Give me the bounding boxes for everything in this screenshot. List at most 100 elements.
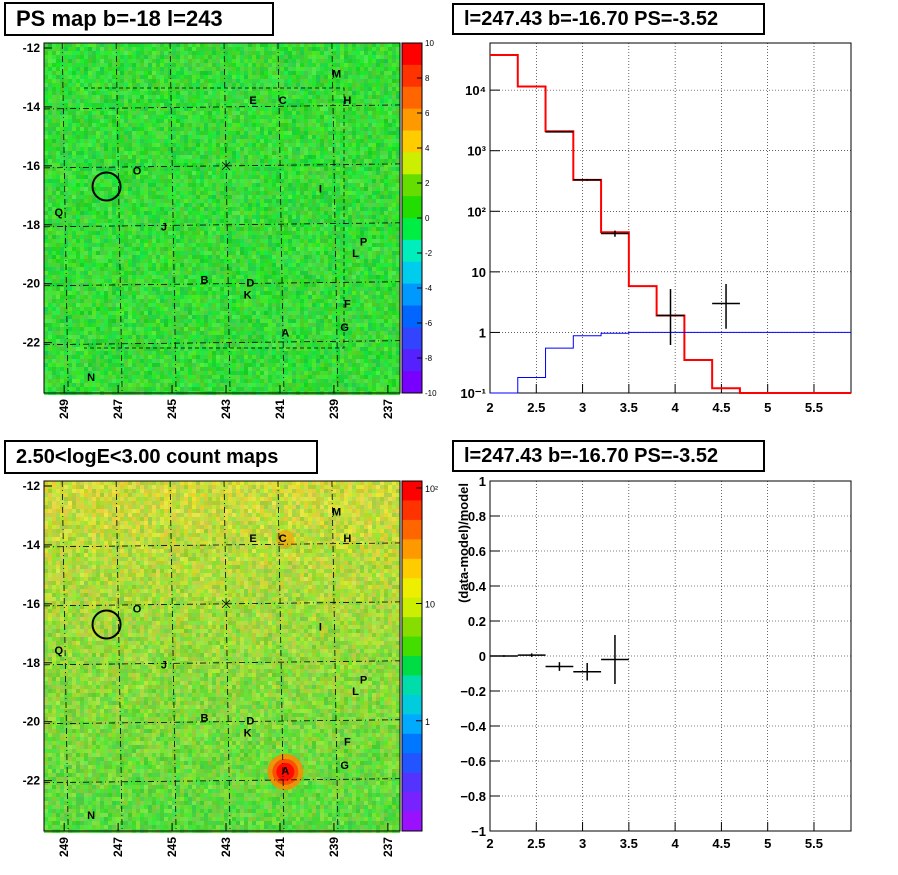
map-pixel (232, 143, 236, 147)
map-pixel (180, 127, 184, 131)
map-pixel (252, 95, 256, 99)
map-pixel (352, 47, 356, 51)
map-pixel (368, 51, 372, 55)
map-pixel (156, 251, 160, 255)
map-pixel (192, 235, 196, 239)
map-pixel (160, 163, 164, 167)
map-pixel (280, 211, 284, 215)
map-pixel (268, 63, 272, 67)
map-pixel (192, 203, 196, 207)
map-pixel (64, 83, 68, 87)
map-pixel (108, 107, 112, 111)
map-pixel (284, 251, 288, 255)
map-pixel (256, 107, 260, 111)
map-pixel (388, 183, 392, 187)
map-pixel (360, 127, 364, 131)
map-pixel (60, 227, 64, 231)
map-pixel (360, 179, 364, 183)
map-pixel (236, 259, 240, 263)
map-pixel (152, 59, 156, 63)
map-pixel (276, 83, 280, 87)
map-pixel (72, 111, 76, 115)
map-pixel (264, 199, 268, 203)
map-pixel (280, 231, 284, 235)
map-pixel (168, 115, 172, 119)
map-pixel (364, 171, 368, 175)
map-pixel (288, 47, 292, 51)
map-pixel (380, 187, 384, 191)
map-pixel (72, 259, 76, 263)
map-pixel (88, 191, 92, 195)
map-pixel (372, 195, 376, 199)
map-pixel (360, 87, 364, 91)
map-pixel (384, 135, 388, 139)
map-pixel (292, 199, 296, 203)
map-pixel (216, 175, 220, 179)
map-pixel (132, 175, 136, 179)
map-pixel (108, 139, 112, 143)
map-pixel (72, 159, 76, 163)
map-pixel (200, 199, 204, 203)
map-pixel (276, 215, 280, 219)
map-pixel (340, 155, 344, 159)
map-pixel (164, 79, 168, 83)
map-pixel (56, 259, 60, 263)
map-pixel (188, 191, 192, 195)
map-pixel (124, 115, 128, 119)
map-pixel (264, 59, 268, 63)
map-pixel (56, 219, 60, 223)
map-pixel (216, 135, 220, 139)
map-pixel (364, 207, 368, 211)
map-pixel (52, 219, 56, 223)
map-pixel (296, 131, 300, 135)
map-pixel (104, 139, 108, 143)
map-pixel (260, 227, 264, 231)
map-pixel (288, 67, 292, 71)
map-pixel (296, 191, 300, 195)
map-pixel (100, 71, 104, 75)
map-pixel (364, 127, 368, 131)
map-pixel (336, 167, 340, 171)
map-pixel (152, 123, 156, 127)
map-pixel (152, 263, 156, 267)
map-pixel (328, 135, 332, 139)
map-pixel (96, 235, 100, 239)
map-pixel (304, 203, 308, 207)
map-pixel (284, 51, 288, 55)
map-pixel (232, 139, 236, 143)
map-pixel (212, 139, 216, 143)
map-pixel (316, 179, 320, 183)
map-pixel (372, 163, 376, 167)
map-pixel (96, 203, 100, 207)
map-pixel (88, 51, 92, 55)
map-pixel (344, 79, 348, 83)
map-pixel (384, 203, 388, 207)
map-pixel (336, 91, 340, 95)
map-pixel (256, 235, 260, 239)
map-pixel (148, 163, 152, 167)
map-pixel (228, 63, 232, 67)
map-pixel (300, 243, 304, 247)
map-pixel (44, 143, 48, 147)
map-pixel (364, 227, 368, 231)
map-pixel (372, 179, 376, 183)
map-pixel (396, 259, 400, 263)
map-pixel (224, 151, 228, 155)
map-pixel (140, 55, 144, 59)
map-pixel (184, 239, 188, 243)
map-pixel (356, 199, 360, 203)
map-pixel (100, 63, 104, 67)
map-pixel (268, 131, 272, 135)
map-pixel (356, 159, 360, 163)
map-pixel (72, 115, 76, 119)
map-pixel (188, 135, 192, 139)
map-pixel (200, 175, 204, 179)
map-pixel (96, 139, 100, 143)
map-pixel (260, 143, 264, 147)
map-pixel (236, 251, 240, 255)
map-pixel (60, 127, 64, 131)
map-pixel (216, 195, 220, 199)
map-pixel (160, 103, 164, 107)
map-pixel (244, 91, 248, 95)
map-pixel (80, 43, 84, 47)
